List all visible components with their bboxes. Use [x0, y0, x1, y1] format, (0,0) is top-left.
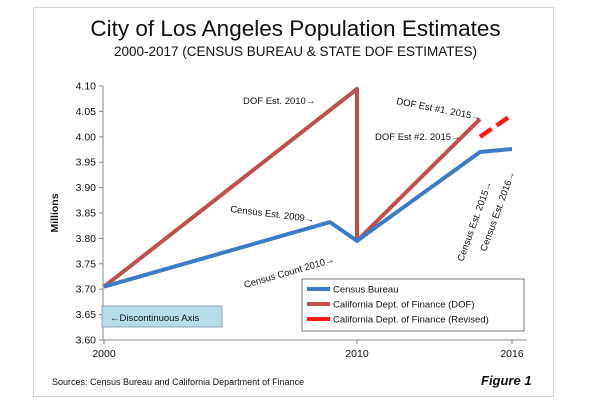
y-ticks: 3.60 3.65 3.70 3.75 3.80 3.85 3.90 3.95 4.00 4.05… [76, 81, 103, 347]
chart-frame [33, 7, 554, 397]
y-tick-label: 3.70 [76, 284, 97, 296]
x-ticks: 2000 2010 2016 [92, 340, 524, 360]
series-line-1 [102, 87, 482, 289]
discontinuous-axis-note: ←Discontinuous Axis [101, 305, 223, 328]
y-tick-label: 3.80 [76, 233, 97, 245]
legend-label: California Dept. of Finance (DOF) [333, 300, 475, 311]
annotation-dof-est2-2015: DOF Est #2. 2015→ [375, 132, 461, 143]
annotation-dof-2010: DOF Est. 2010→ [243, 96, 315, 107]
note-box [101, 305, 223, 328]
y-tick-label: 3.65 [76, 309, 97, 321]
x-tick-label: 2010 [345, 348, 369, 360]
axes: Millions [49, 86, 527, 341]
chart-subtitle: 2000-2017 (CENSUS BUREAU & STATE DOF EST… [113, 44, 478, 59]
series-line-0 [103, 147, 513, 289]
source-note: Sources: Census Bureau and California De… [52, 377, 305, 387]
x-tick-label: 2000 [92, 348, 116, 360]
annotation-census-2009: Census Est. 2009→ [230, 204, 315, 225]
y-tick-label: 3.60 [76, 335, 97, 347]
y-tick-label: 3.85 [76, 208, 97, 220]
y-tick-label: 3.90 [76, 182, 97, 194]
note-box-text: ←Discontinuous Axis [110, 313, 199, 324]
y-axis-label: Millions [49, 193, 61, 232]
chart-title: City of Los Angeles Population Estimates [90, 16, 501, 41]
figure-label: Figure 1 [481, 373, 532, 388]
annotation-dof-est1-2015: DOF Est #1. 2015→ [395, 96, 481, 123]
legend: Census Bureau California Dept. of Finance… [301, 278, 525, 332]
y-tick-label: 3.75 [76, 258, 97, 270]
legend-label: California Dept. of Finance (Revised) [333, 315, 489, 326]
x-tick-label: 2016 [500, 348, 524, 360]
series-line-2 [478, 113, 514, 139]
y-tick-label: 3.95 [76, 157, 97, 169]
y-tick-label: 4.10 [76, 81, 97, 93]
legend-box [301, 278, 525, 332]
series-lines [102, 87, 514, 289]
y-tick-label: 4.00 [76, 131, 97, 143]
y-tick-label: 4.05 [76, 106, 97, 118]
legend-label: Census Bureau [333, 285, 398, 296]
